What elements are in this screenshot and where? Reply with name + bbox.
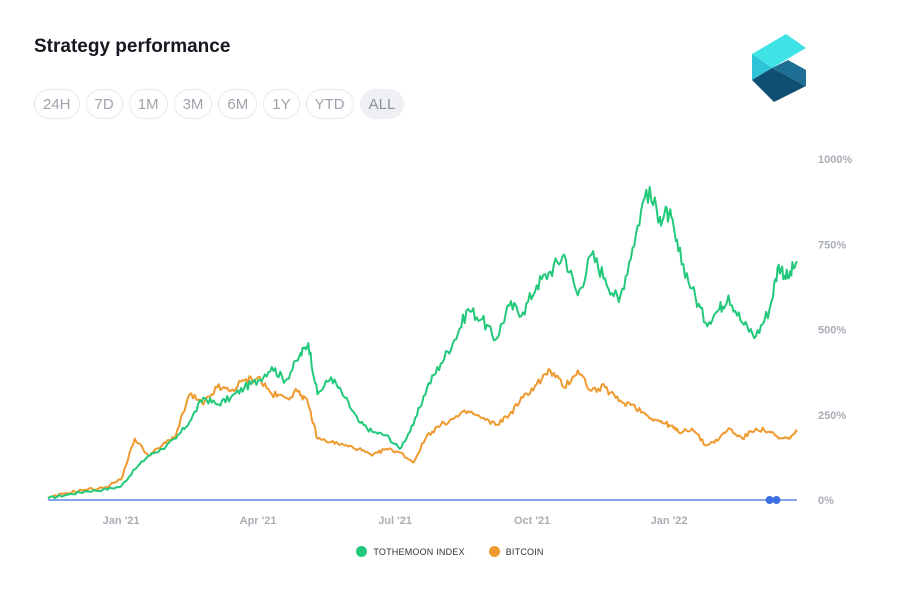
legend-label: TOTHEMOON INDEX (373, 546, 465, 557)
range-button-1y[interactable]: 1Y (263, 89, 300, 119)
y-tick-label: 1000% (818, 154, 852, 166)
legend-dot-icon (356, 546, 368, 557)
series-line-bitcoin (47, 368, 798, 500)
legend-item-bitcoin[interactable]: BITCOIN (488, 546, 544, 557)
chart-legend: TOTHEMOON INDEX BITCOIN (0, 546, 900, 557)
x-tick-label: Jan '21 (103, 515, 140, 527)
y-tick-label: 250% (818, 410, 846, 422)
range-handle-marker (772, 496, 781, 504)
legend-item-index[interactable]: TOTHEMOON INDEX (356, 546, 465, 557)
x-tick-label: Jul '21 (378, 515, 412, 527)
range-button-3m[interactable]: 3M (173, 89, 213, 119)
x-tick-label: Jan '22 (651, 515, 688, 527)
range-button-7d[interactable]: 7D (85, 89, 123, 119)
y-tick-label: 750% (818, 239, 846, 251)
range-button-24h[interactable]: 24H (34, 89, 80, 119)
time-range-selector: 24H 7D 1M 3M 6M 1Y YTD ALL (34, 89, 405, 119)
range-button-ytd[interactable]: YTD (305, 89, 354, 119)
series-line-index (47, 185, 798, 500)
brand-logo-icon (752, 34, 806, 102)
range-handle-marker (765, 496, 774, 504)
page-title: Strategy performance (34, 36, 231, 57)
x-tick-label: Oct '21 (514, 515, 550, 527)
x-tick-label: Apr '21 (240, 515, 277, 527)
range-button-6m[interactable]: 6M (218, 89, 258, 119)
range-button-all[interactable]: ALL (359, 89, 405, 119)
legend-label: BITCOIN (505, 546, 544, 557)
y-tick-label: 0% (818, 495, 834, 507)
y-tick-label: 500% (818, 325, 846, 337)
legend-dot-icon (488, 546, 500, 557)
range-button-1m[interactable]: 1M (128, 89, 168, 119)
